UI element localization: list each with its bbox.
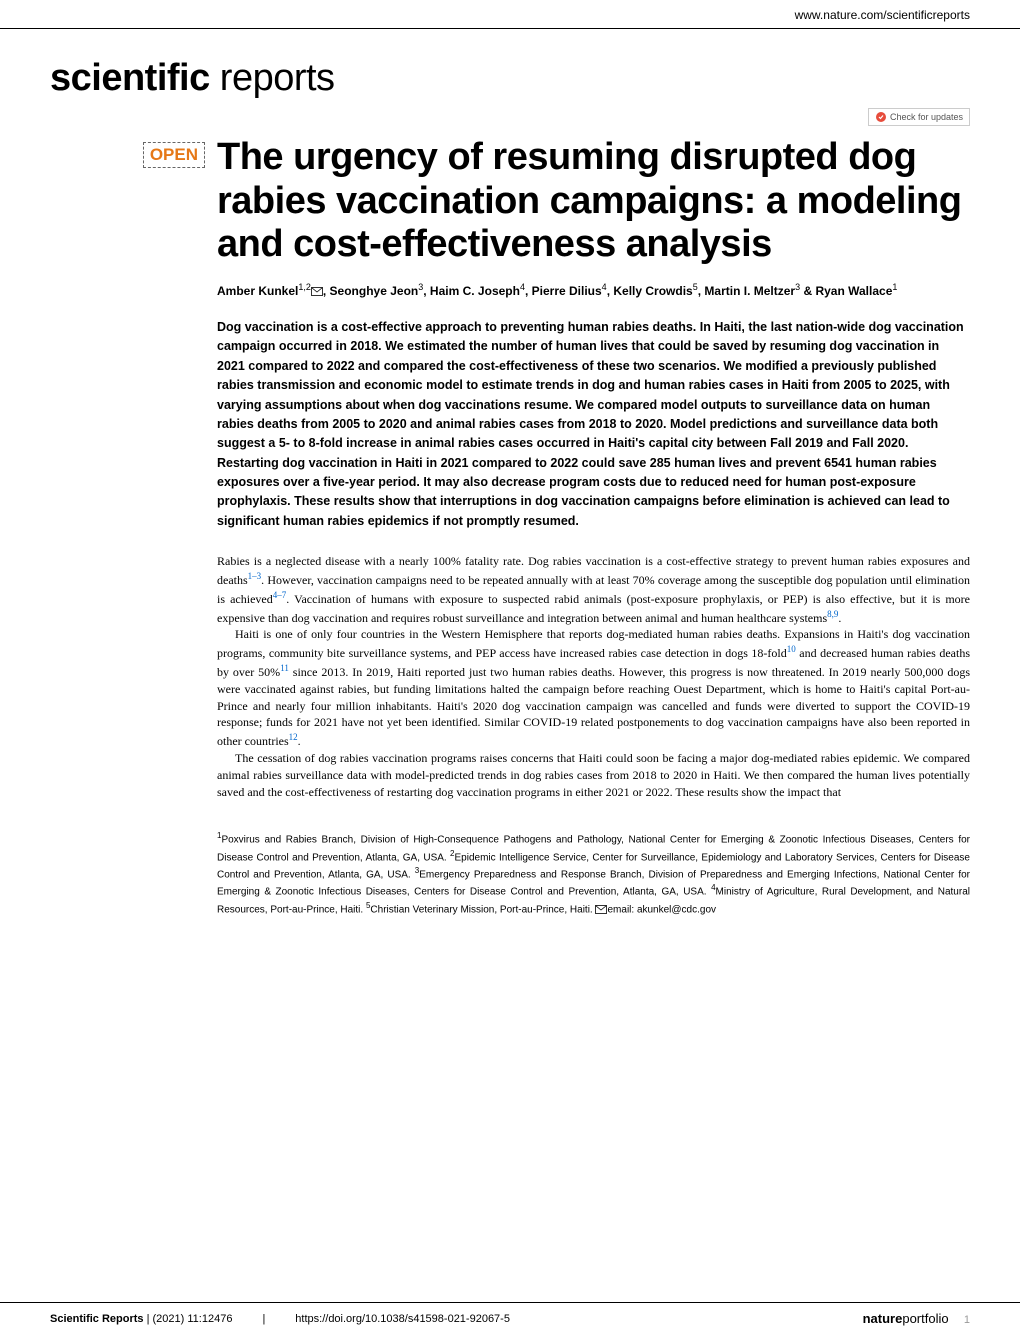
affiliations: 1Poxvirus and Rabies Branch, Division of… xyxy=(217,830,970,917)
article-title: The urgency of resuming disrupted dog ra… xyxy=(217,136,970,267)
footer-right: natureportfolio 1 xyxy=(863,1311,970,1326)
left-column: OPEN xyxy=(50,136,205,917)
author-3-aff: 4 xyxy=(520,282,525,292)
footer-left: Scientific Reports | (2021) 11:12476 | h… xyxy=(50,1313,510,1325)
publisher-logo: natureportfolio xyxy=(863,1311,949,1326)
abstract: Dog vaccination is a cost-effective appr… xyxy=(217,318,970,531)
journal-name-light: reports xyxy=(210,57,335,99)
site-url[interactable]: www.nature.com/scientificreports xyxy=(795,8,970,22)
email-label: email: xyxy=(607,904,636,915)
header-bar: www.nature.com/scientificreports xyxy=(0,0,1020,29)
authors-list: Amber Kunkel1,2, Seonghye Jeon3, Haim C.… xyxy=(217,281,970,300)
open-access-badge: OPEN xyxy=(143,142,205,168)
ref-10[interactable]: 10 xyxy=(787,644,796,654)
author-6-aff: 3 xyxy=(795,282,800,292)
ref-11[interactable]: 11 xyxy=(280,663,289,673)
author-2-aff: 3 xyxy=(418,282,423,292)
content-grid: OPEN The urgency of resuming disrupted d… xyxy=(0,136,1020,917)
envelope-icon-affiliations xyxy=(595,905,607,914)
body-text: Rabies is a neglected disease with a nea… xyxy=(217,553,970,800)
author-4-aff: 4 xyxy=(602,282,607,292)
paragraph-3: The cessation of dog rabies vaccination … xyxy=(217,750,970,800)
check-updates-label: Check for updates xyxy=(890,112,963,122)
ref-4-7[interactable]: 4–7 xyxy=(273,590,287,600)
journal-name-bold: scientific xyxy=(50,57,210,99)
aff-5: Christian Veterinary Mission, Port-au-Pr… xyxy=(370,904,595,915)
corresponding-email[interactable]: akunkel@cdc.gov xyxy=(637,904,716,915)
author-1[interactable]: Amber Kunkel xyxy=(217,284,298,298)
author-1-aff: 1,2 xyxy=(298,282,311,292)
author-6[interactable]: Martin I. Meltzer xyxy=(704,284,795,298)
ref-1-3[interactable]: 1–3 xyxy=(248,571,262,581)
footer-doi[interactable]: https://doi.org/10.1038/s41598-021-92067… xyxy=(295,1313,510,1325)
paragraph-1: Rabies is a neglected disease with a nea… xyxy=(217,553,970,626)
author-4[interactable]: Pierre Dilius xyxy=(532,284,602,298)
envelope-icon xyxy=(311,287,323,296)
footer-journal: Scientific Reports | (2021) 11:12476 xyxy=(50,1313,232,1325)
ref-12[interactable]: 12 xyxy=(289,732,298,742)
right-column: The urgency of resuming disrupted dog ra… xyxy=(217,136,970,917)
author-7-aff: 1 xyxy=(892,282,897,292)
footer: Scientific Reports | (2021) 11:12476 | h… xyxy=(0,1302,1020,1340)
author-7[interactable]: Ryan Wallace xyxy=(815,284,892,298)
page-number: 1 xyxy=(964,1314,970,1326)
journal-logo: scientific reports xyxy=(0,29,1020,108)
paragraph-2: Haiti is one of only four countries in t… xyxy=(217,626,970,750)
author-5[interactable]: Kelly Crowdis xyxy=(613,284,692,298)
check-updates-button[interactable]: Check for updates xyxy=(868,108,970,126)
check-updates-icon xyxy=(875,111,887,123)
check-updates-wrapper: Check for updates xyxy=(0,108,1020,136)
footer-separator: | xyxy=(262,1313,265,1325)
author-2[interactable]: Seonghye Jeon xyxy=(330,284,419,298)
author-3[interactable]: Haim C. Joseph xyxy=(430,284,520,298)
ref-8-9[interactable]: 8,9 xyxy=(827,609,838,619)
author-5-aff: 5 xyxy=(693,282,698,292)
